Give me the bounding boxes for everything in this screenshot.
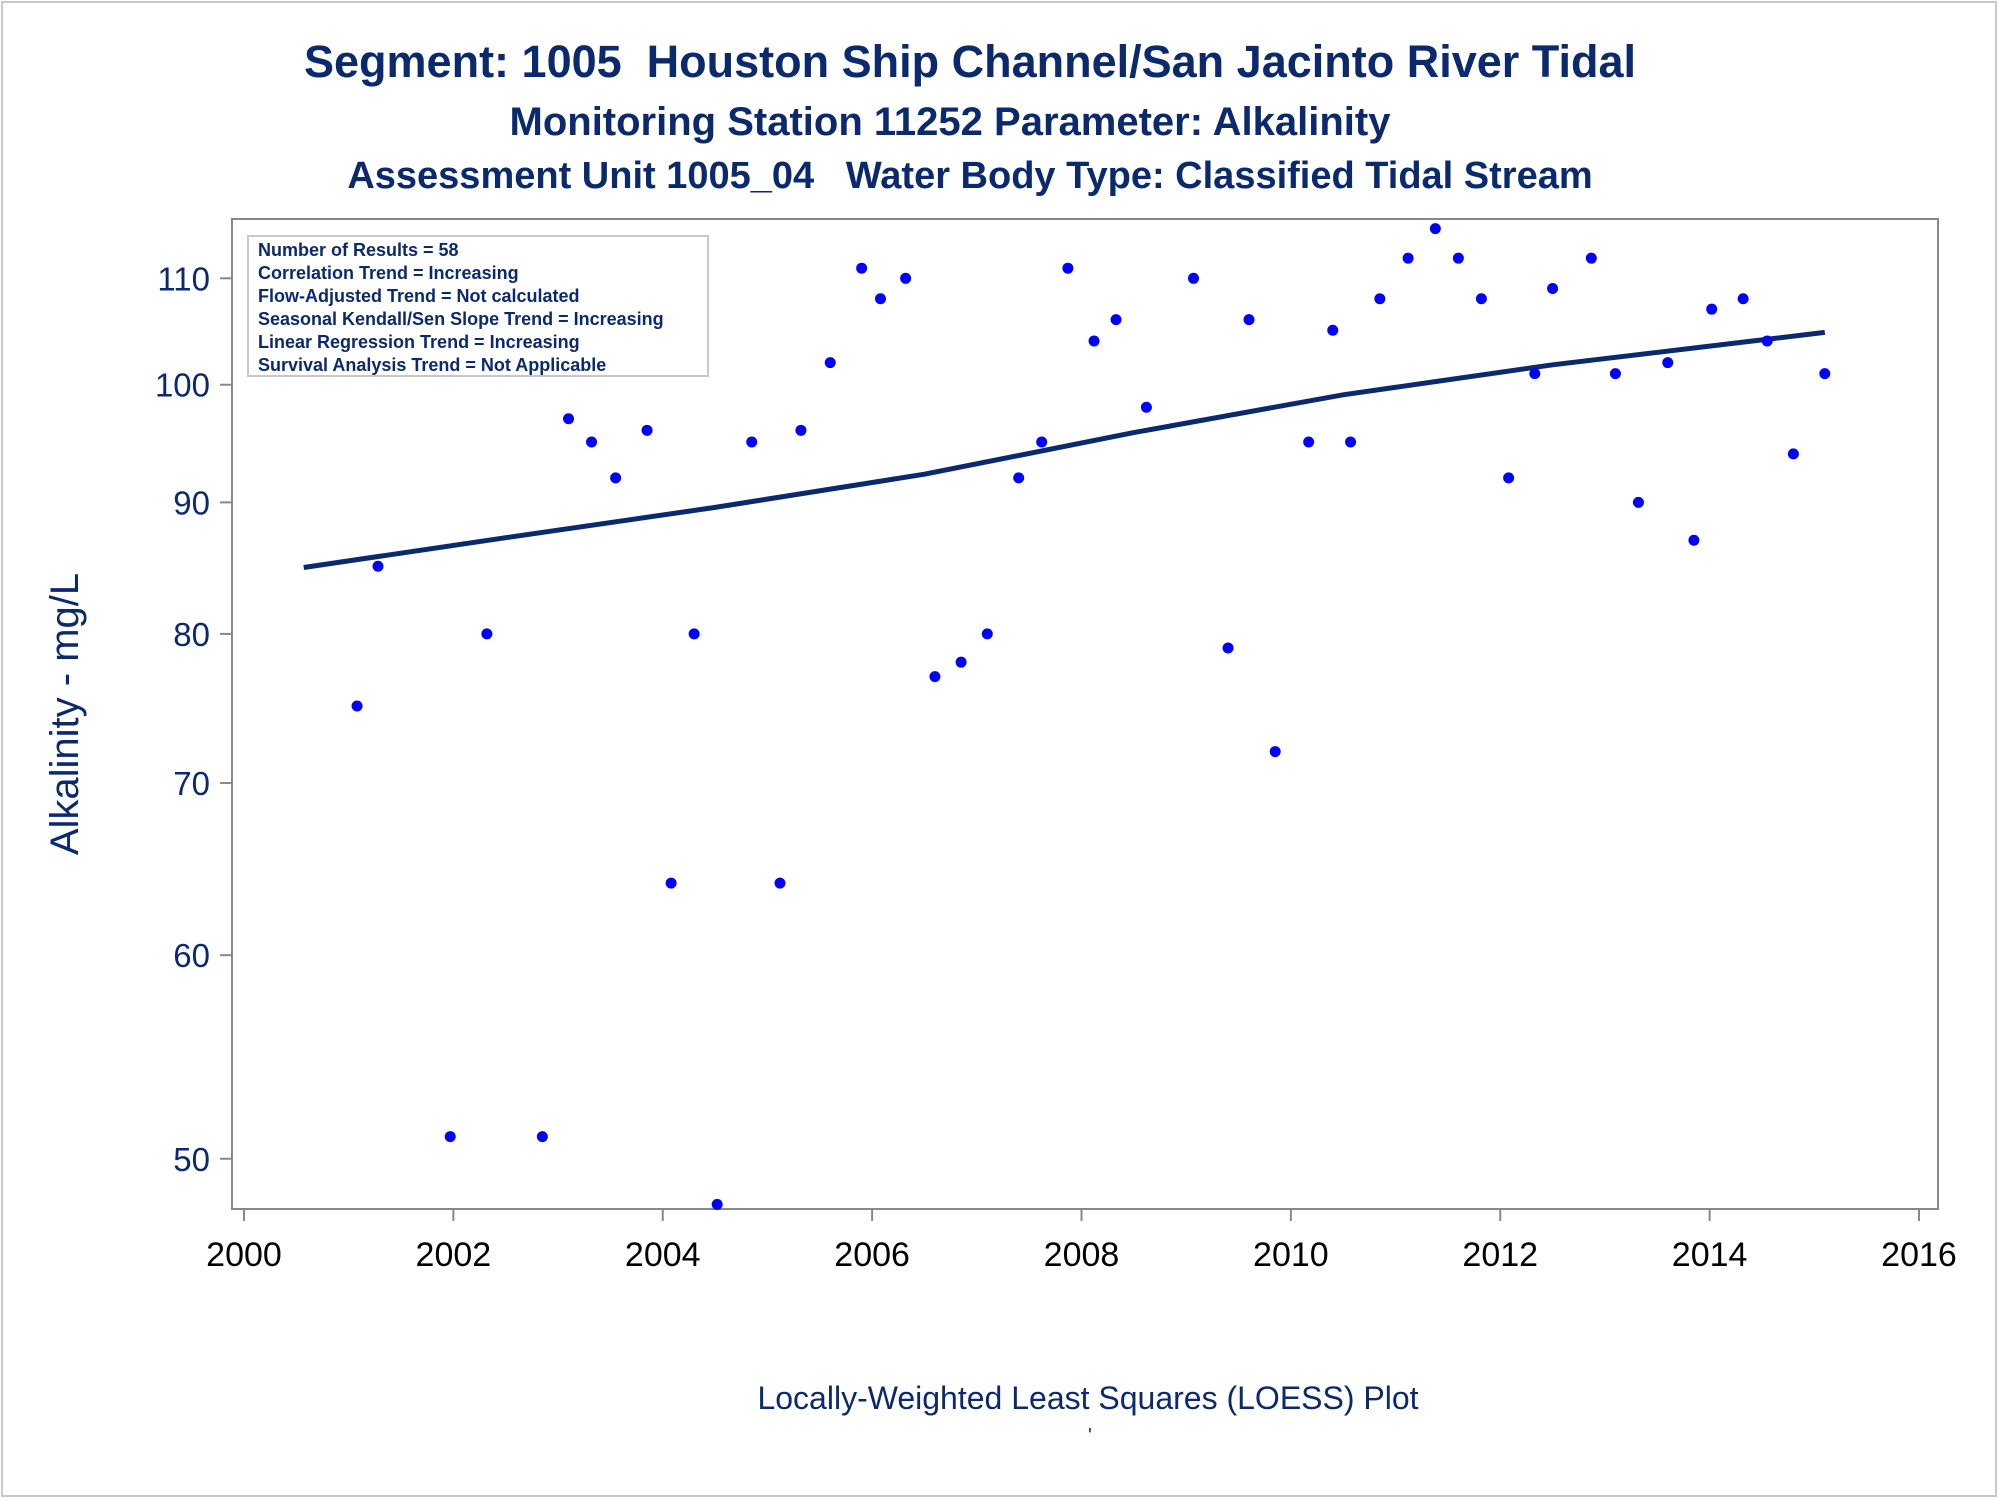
data-point [711,1198,723,1210]
data-point [1503,472,1515,484]
data-point [774,877,786,889]
data-point [688,628,700,640]
x-tick-label: 2010 [1253,1236,1329,1274]
data-point [955,656,967,668]
data-point [610,472,622,484]
data-point [641,424,653,436]
data-point [1140,401,1152,413]
data-point [1062,262,1074,274]
data-point [746,436,758,448]
x-tick-label: 2016 [1881,1236,1957,1274]
data-point [856,262,868,274]
data-point [536,1131,548,1143]
data-point [1787,448,1799,460]
data-point [1303,436,1315,448]
data-point [1662,357,1674,369]
x-tick-label: 2002 [416,1236,492,1274]
data-point [1188,272,1200,284]
x-tick-label: 2006 [834,1236,910,1274]
data-point [1609,368,1621,380]
data-point [351,700,363,712]
data-point [1402,252,1414,264]
data-point [1110,314,1122,326]
data-point [665,877,677,889]
data-point [1819,368,1831,380]
data-point [1475,293,1487,305]
info-box-line: Number of Results = 58 [258,240,459,260]
y-tick-label: 70 [173,765,210,802]
data-point [795,424,807,436]
y-tick-label: 60 [173,937,210,974]
x-tick-label: 2012 [1462,1236,1538,1274]
data-point [1013,472,1025,484]
info-box-line: Survival Analysis Trend = Not Applicable [258,355,606,375]
data-point [1452,252,1464,264]
loess-trend-line [303,329,1826,570]
y-tick-label: 110 [157,260,210,297]
data-point [586,436,598,448]
y-tick-label: 50 [173,1141,210,1178]
data-point [1345,436,1357,448]
y-tick-label: 80 [173,616,210,653]
data-point [1222,642,1234,654]
data-point [1374,293,1386,305]
info-box-line: Flow-Adjusted Trend = Not calculated [258,286,580,306]
plot-area [231,218,1939,1210]
y-axis-label: Alkalinity - mg/L [43,573,87,855]
x-tick-label: 2008 [1044,1236,1120,1274]
data-point [1429,223,1441,235]
info-box-line: Linear Regression Trend = Increasing [258,332,580,352]
data-point [1036,436,1048,448]
chart-subtitle-2: Assessment Unit 1005_04 Water Body Type:… [347,155,1593,197]
data-point [481,628,493,640]
data-point [1688,534,1700,546]
data-point [824,357,836,369]
data-point [1547,283,1559,295]
data-point [1327,324,1339,336]
x-tick-label: 2014 [1672,1236,1748,1274]
data-point [1243,314,1255,326]
chart-subtitle: Monitoring Station 11252 Parameter: Alka… [509,100,1391,144]
data-point [929,671,941,683]
data-point [372,560,384,572]
data-point [1737,293,1749,305]
data-point [1585,252,1597,264]
info-box [247,235,709,377]
data-point [1632,496,1644,508]
y-tick-label: 100 [155,367,210,404]
data-point [1761,335,1773,347]
data-point [981,628,993,640]
y-tick-label: 90 [173,484,210,521]
data-point [1269,746,1281,758]
data-point [900,272,912,284]
data-point [1088,335,1100,347]
info-box-line: Seasonal Kendall/Sen Slope Trend = Incre… [258,309,664,329]
data-point [1706,303,1718,315]
x-tick-label: 2004 [625,1236,701,1274]
chart-footer: Locally-Weighted Least Squares (LOESS) P… [757,1380,1419,1416]
data-point [1529,368,1541,380]
chart-title: Segment: 1005 Houston Ship Channel/San J… [304,36,1636,87]
footer-mark: ' [1088,1425,1092,1447]
x-tick-label: 2000 [206,1236,282,1274]
data-point [444,1131,456,1143]
data-point [875,293,886,305]
info-box-line: Correlation Trend = Increasing [258,263,519,283]
data-point [563,413,575,425]
